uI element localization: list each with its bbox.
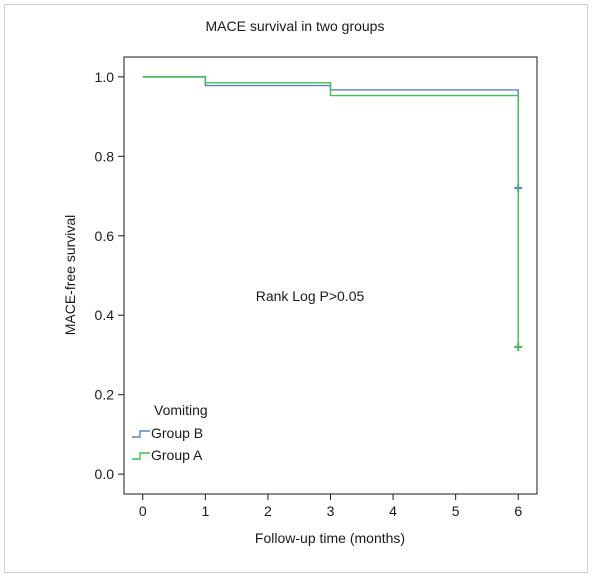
- legend-item: Group A: [132, 447, 203, 463]
- legend-swatch: [132, 430, 150, 438]
- legend-label: Group A: [151, 447, 203, 463]
- y-tick-label: 0.4: [95, 307, 115, 323]
- x-tick-label: 4: [389, 503, 397, 519]
- p-value-annotation: Rank Log P>0.05: [256, 288, 365, 304]
- censor-mark: [514, 343, 523, 352]
- y-tick-label: 0.6: [95, 228, 115, 244]
- legend-swatch: [132, 452, 150, 460]
- y-tick-label: 0.2: [95, 387, 115, 403]
- x-axis: 0 1 2 3 4 5 6: [139, 494, 522, 519]
- y-axis-label: MACE-free survival: [62, 215, 78, 336]
- y-tick-label: 0.8: [95, 148, 115, 164]
- km-chart: MACE survival in two groups 0.0 0.2 0.4 0.6…: [62, 18, 538, 546]
- x-tick-label: 0: [139, 503, 147, 519]
- x-tick-label: 6: [514, 503, 522, 519]
- chart-frame: MACE survival in two groups 0.0 0.2 0.4 0.6…: [4, 4, 588, 573]
- series-layer: [142, 76, 523, 352]
- y-tick-label: 0.0: [95, 466, 115, 482]
- legend: Vomiting Group B Group A: [132, 402, 208, 463]
- legend-item: Group B: [132, 425, 203, 441]
- x-tick-label: 5: [452, 503, 460, 519]
- legend-title: Vomiting: [154, 402, 208, 418]
- chart-title: MACE survival in two groups: [206, 18, 385, 34]
- legend-label: Group B: [151, 425, 203, 441]
- y-axis: 0.0 0.2 0.4 0.6 0.8 1.0: [95, 69, 124, 482]
- x-tick-label: 2: [264, 503, 272, 519]
- x-tick-label: 3: [327, 503, 335, 519]
- y-tick-label: 1.0: [95, 69, 115, 85]
- x-tick-label: 1: [201, 503, 209, 519]
- x-axis-label: Follow-up time (months): [255, 530, 405, 546]
- series-line-group-a: [142, 76, 519, 348]
